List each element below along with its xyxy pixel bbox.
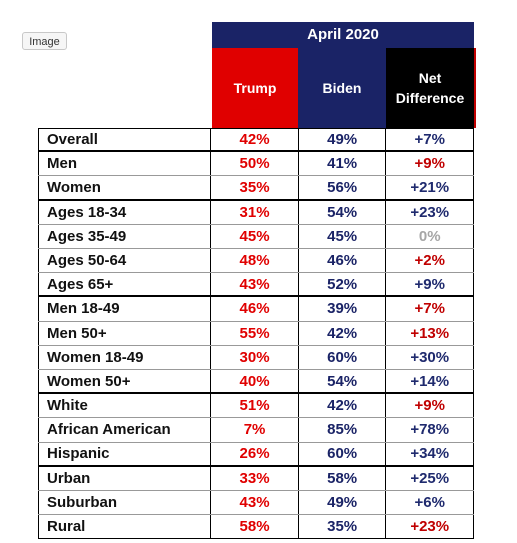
table-row: Hispanic 26% 60% +34%	[38, 442, 475, 467]
row-label: African American	[38, 418, 212, 442]
biden-value: 35%	[299, 515, 387, 539]
biden-value: 58%	[299, 466, 387, 490]
net-value: +30%	[386, 345, 475, 369]
column-header: Net Difference	[386, 48, 474, 128]
row-label: Overall	[38, 129, 212, 151]
biden-value: 49%	[299, 491, 387, 515]
table-row: Women 50+ 40% 54% +14%	[38, 370, 475, 395]
table-row: African American 7% 85% +78%	[38, 418, 475, 443]
period-header: April 2020	[212, 22, 474, 48]
net-value: +7%	[386, 297, 475, 321]
table-row: Urban 33% 58% +25%	[38, 466, 475, 491]
net-value: +21%	[386, 176, 475, 199]
row-label: Men	[38, 152, 212, 176]
net-value: +9%	[386, 152, 475, 176]
table-row: Men 50+ 55% 42% +13%	[38, 321, 475, 346]
biden-value: 54%	[299, 200, 387, 224]
row-label: Hispanic	[38, 442, 212, 465]
row-label: Women 50+	[38, 370, 212, 393]
table-row: Men 50% 41% +9%	[38, 152, 475, 177]
table-row: Men 18-49 46% 39% +7%	[38, 297, 475, 322]
biden-value: 45%	[299, 224, 387, 248]
table-row: Women 35% 56% +21%	[38, 176, 475, 201]
net-value: +14%	[386, 370, 475, 393]
net-value: +34%	[386, 442, 475, 465]
biden-value: 39%	[299, 297, 387, 321]
biden-value: 60%	[299, 442, 387, 465]
row-label: Ages 18-34	[38, 200, 212, 224]
row-label: Ages 50-64	[38, 249, 212, 273]
row-label: Suburban	[38, 491, 212, 515]
trump-value: 42%	[211, 129, 299, 151]
table-row: Ages 50-64 48% 46% +2%	[38, 249, 475, 274]
net-value: +2%	[386, 249, 475, 273]
table-row: Rural 58% 35% +23%	[38, 515, 475, 540]
net-value: +13%	[386, 321, 475, 345]
trump-value: 55%	[211, 321, 299, 345]
table-row: Women 18-49 30% 60% +30%	[38, 345, 475, 370]
table-row: Ages 18-34 31% 54% +23%	[38, 200, 475, 225]
trump-value: 30%	[211, 345, 299, 369]
trump-value: 33%	[211, 466, 299, 490]
trump-value: 40%	[211, 370, 299, 393]
biden-value: 46%	[299, 249, 387, 273]
row-label: Women	[38, 176, 212, 199]
net-value: +7%	[386, 129, 475, 151]
trump-value: 43%	[211, 273, 299, 296]
trump-value: 35%	[211, 176, 299, 199]
trump-value: 7%	[211, 418, 299, 442]
biden-value: 49%	[299, 129, 387, 151]
table-row: White 51% 42% +9%	[38, 394, 475, 419]
table-row: Overall 42% 49% +7%	[38, 128, 475, 153]
trump-value: 31%	[211, 200, 299, 224]
row-label: Urban	[38, 466, 212, 490]
table-row: Ages 65+ 43% 52% +9%	[38, 273, 475, 298]
image-button[interactable]: Image	[22, 32, 67, 50]
table-row: Ages 35-49 45% 45% 0%	[38, 224, 475, 249]
net-value: +6%	[386, 491, 475, 515]
row-label: Ages 65+	[38, 273, 212, 296]
biden-value: 60%	[299, 345, 387, 369]
trump-value: 26%	[211, 442, 299, 465]
net-value: 0%	[386, 224, 475, 248]
trump-value: 50%	[211, 152, 299, 176]
biden-value: 42%	[299, 394, 387, 418]
net-value: +23%	[386, 200, 475, 224]
trump-value: 51%	[211, 394, 299, 418]
row-label: White	[38, 394, 212, 418]
column-header: Trump	[212, 48, 298, 128]
biden-value: 56%	[299, 176, 387, 199]
column-header: Biden	[298, 48, 386, 128]
table-row: Suburban 43% 49% +6%	[38, 491, 475, 516]
net-value: +25%	[386, 466, 475, 490]
row-label: Rural	[38, 515, 212, 539]
net-value: +23%	[386, 515, 475, 539]
row-label: Men 18-49	[38, 297, 212, 321]
row-label: Women 18-49	[38, 345, 212, 369]
biden-value: 52%	[299, 273, 387, 296]
biden-value: 42%	[299, 321, 387, 345]
biden-value: 85%	[299, 418, 387, 442]
trump-value: 58%	[211, 515, 299, 539]
row-label: Ages 35-49	[38, 224, 212, 248]
trump-value: 45%	[211, 224, 299, 248]
net-value: +78%	[386, 418, 475, 442]
row-label: Men 50+	[38, 321, 212, 345]
biden-value: 41%	[299, 152, 387, 176]
trump-value: 43%	[211, 491, 299, 515]
biden-value: 54%	[299, 370, 387, 393]
net-value: +9%	[386, 273, 475, 296]
trump-value: 48%	[211, 249, 299, 273]
net-value: +9%	[386, 394, 475, 418]
header-edge	[474, 48, 476, 128]
trump-value: 46%	[211, 297, 299, 321]
